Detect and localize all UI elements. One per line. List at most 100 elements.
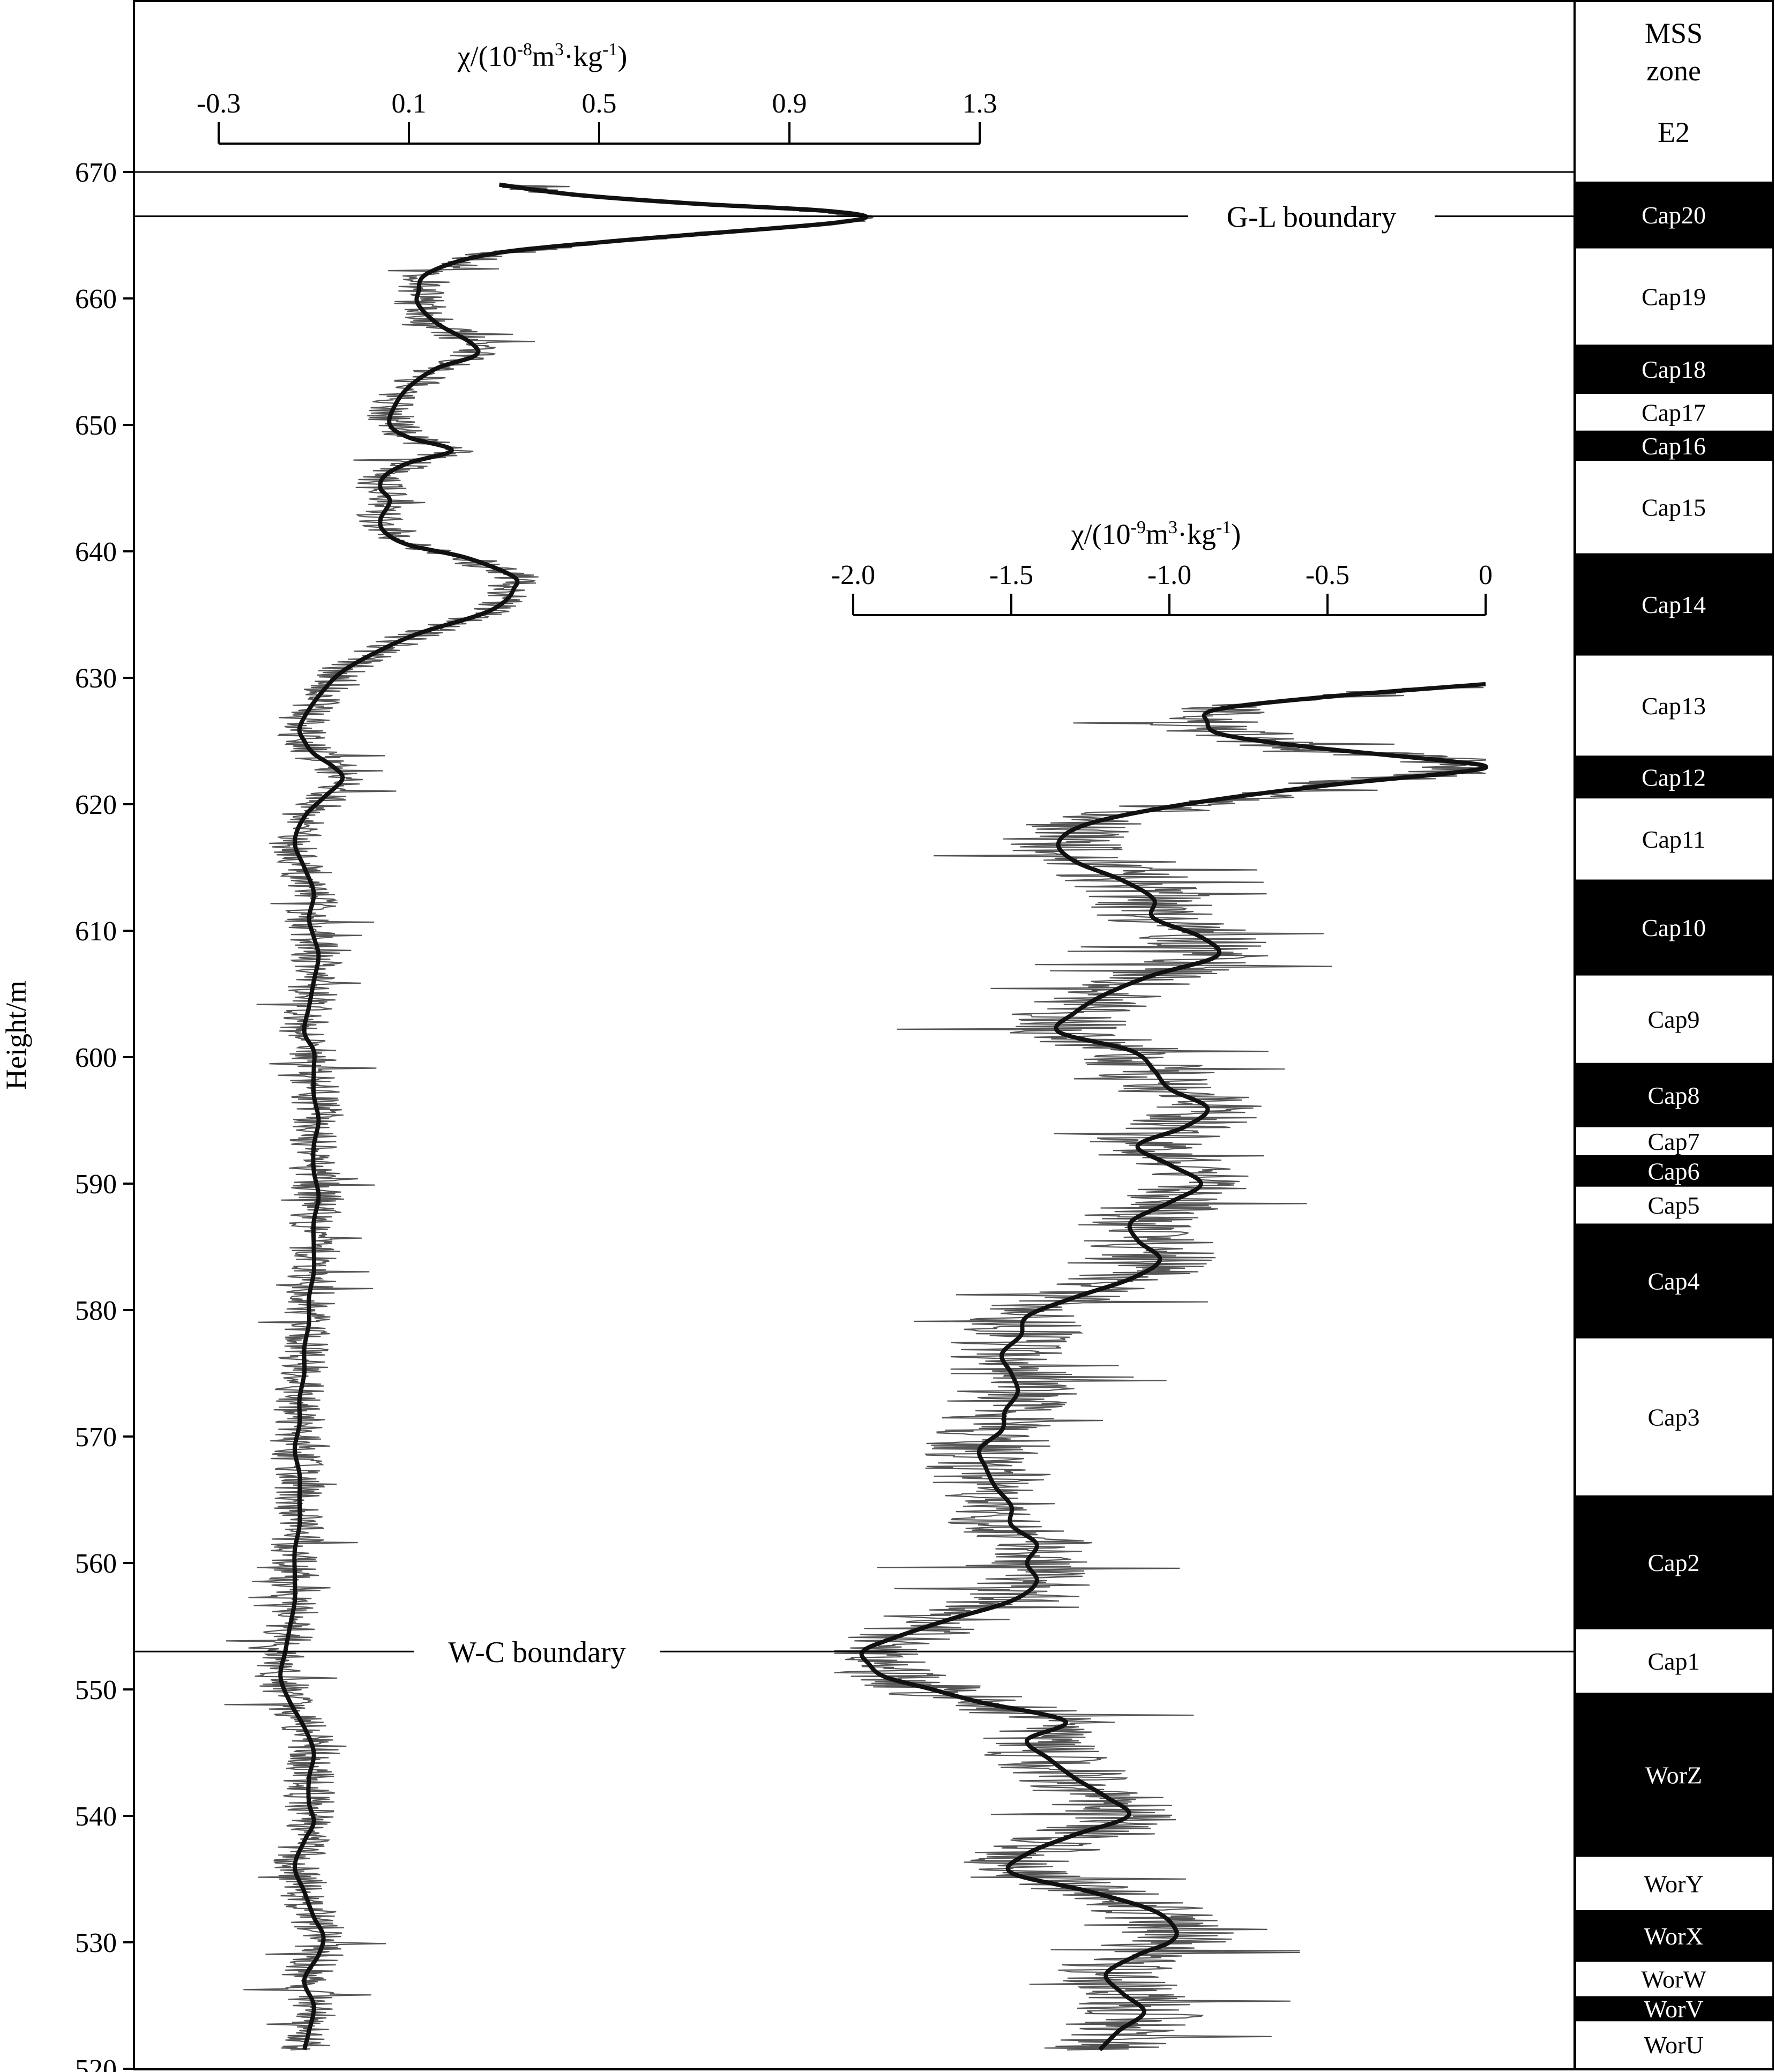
zone-block	[1575, 1856, 1773, 1912]
zone-label: Cap10	[1642, 914, 1706, 941]
zone-block	[1575, 1961, 1773, 1998]
axis-lower-label-part: ·kg	[1177, 518, 1216, 550]
zone-label: Cap19	[1642, 283, 1706, 310]
zone-label: Cap15	[1642, 493, 1706, 521]
axis-upper-label-part: )	[617, 40, 627, 72]
axis-upper-label-exp: -8	[517, 40, 532, 59]
axis-upper-label-part: χ/(10	[457, 40, 517, 72]
zone-label: Cap12	[1642, 764, 1706, 791]
y-tick-label: 650	[75, 410, 117, 441]
y-tick-label: 630	[75, 663, 117, 694]
axis-upper-label: χ/(10-8m3·kg-1)	[457, 40, 628, 72]
boundaries: G-L boundary W-C boundary	[134, 171, 1575, 1669]
y-tick-label: 610	[75, 916, 117, 947]
axis-lower-label: χ/(10-9m3·kg-1)	[1071, 518, 1241, 550]
zone-block	[1575, 460, 1773, 555]
zone-label: Cap8	[1647, 1082, 1699, 1109]
smoothed-susceptibility-curves	[278, 182, 1488, 2052]
zone-label: Cap4	[1647, 1268, 1699, 1295]
zone-block	[1575, 654, 1773, 757]
x-tick-label: -0.5	[1306, 560, 1349, 590]
x-axes: -0.3 0.1 0.5 0.9 1.3 -2.0 -1.5 -1.0 -0.5 0	[197, 88, 1493, 616]
zone-block	[1575, 879, 1773, 976]
mss-zones: Cap20 Cap19 Cap18 Cap17 Cap16 Cap15 Cap14 Cap13…	[1575, 181, 1773, 2070]
axis-upper-label-exp: 3	[555, 40, 564, 59]
y-tick-label: 560	[75, 1549, 117, 1579]
zone-block	[1575, 797, 1773, 881]
axis-lower-label-part: )	[1231, 518, 1241, 550]
zone-block	[1575, 1693, 1773, 1857]
boundary-label: W-C boundary	[448, 1636, 625, 1669]
zone-label: Cap13	[1642, 692, 1706, 720]
zone-label: Cap16	[1642, 432, 1706, 460]
x-tick-label: -2.0	[831, 560, 875, 590]
y-tick-label: 620	[75, 790, 117, 820]
zone-label: Cap6	[1647, 1157, 1699, 1185]
smoothed-curve	[859, 682, 1488, 2052]
zone-header-line-3: E2	[1658, 116, 1690, 148]
x-tick-label: 0	[1479, 560, 1493, 590]
zone-label: Cap3	[1647, 1403, 1699, 1431]
zone-block	[1575, 1628, 1773, 1694]
raw-trace	[834, 684, 1487, 2051]
zone-block	[1575, 181, 1773, 249]
axis-upper-label-part: m	[532, 40, 555, 72]
x-tick-label: -1.0	[1147, 560, 1191, 590]
zone-label: Cap14	[1642, 591, 1706, 618]
zone-label: Cap7	[1647, 1128, 1699, 1155]
axis-lower-label-exp: 3	[1168, 518, 1177, 537]
axis-upper-label-exp: -1	[602, 40, 617, 59]
zone-block	[1575, 2020, 1773, 2070]
zone-header-line-1: MSS	[1645, 17, 1703, 49]
boundary-label: G-L boundary	[1227, 201, 1397, 234]
zone-block	[1575, 345, 1773, 394]
raw-trace	[224, 184, 874, 2051]
y-tick-label: 550	[75, 1675, 117, 1706]
zone-block	[1575, 553, 1773, 656]
y-tick-label: 580	[75, 1296, 117, 1326]
zone-label: Cap2	[1647, 1549, 1699, 1576]
zone-block	[1575, 1337, 1773, 1497]
x-tick-label: -0.3	[197, 88, 241, 119]
y-tick-label: 540	[75, 1801, 117, 1832]
zone-header: MSS zone E2	[1645, 17, 1703, 148]
x-tick-label: 0.1	[392, 88, 427, 119]
zone-label: Cap5	[1647, 1192, 1699, 1219]
zone-block	[1575, 1996, 1773, 2022]
zone-label: WorZ	[1645, 1761, 1702, 1789]
x-tick-label: 0.5	[582, 88, 617, 119]
y-axis: 520 530 540 550 560 570 580 590 600 610 620 630 640 6…	[75, 158, 134, 2072]
zone-block	[1575, 430, 1773, 461]
smoothed-curve	[278, 182, 869, 2051]
axis-lower-label-part: χ/(10	[1071, 518, 1131, 550]
zone-block	[1575, 1185, 1773, 1225]
plot-frame	[133, 0, 1774, 2070]
axis-lower-label-part: m	[1146, 518, 1168, 550]
axis-upper-label-part: ·kg	[564, 40, 602, 72]
zone-block	[1575, 1155, 1773, 1187]
zone-label: Cap18	[1642, 356, 1706, 383]
zone-block	[1575, 1495, 1773, 1629]
x-tick-label: -1.5	[989, 560, 1033, 590]
zone-label: Cap1	[1647, 1648, 1699, 1675]
raw-susceptibility-traces	[224, 184, 1487, 2051]
y-tick-label: 660	[75, 284, 117, 315]
y-tick-label: 530	[75, 1928, 117, 1958]
axis-lower-label-exp: -9	[1131, 518, 1146, 537]
y-tick-label: 590	[75, 1169, 117, 1200]
y-tick-label: 520	[75, 2054, 117, 2072]
y-tick-label: 600	[75, 1043, 117, 1073]
zone-label: Cap9	[1647, 1006, 1699, 1033]
zone-block	[1575, 974, 1773, 1064]
x-tick-label: 1.3	[963, 88, 997, 119]
zone-block	[1575, 247, 1773, 346]
y-tick-label: 670	[75, 158, 117, 188]
zone-header-line-2: zone	[1646, 55, 1701, 87]
axis-lower-label-exp: -1	[1216, 518, 1231, 537]
zone-label: WorX	[1644, 1923, 1703, 1950]
y-axis-label: Height/m	[0, 981, 32, 1090]
x-tick-label: 0.9	[772, 88, 807, 119]
zone-label: Cap17	[1642, 399, 1706, 426]
zone-label: WorV	[1644, 1995, 1703, 2023]
